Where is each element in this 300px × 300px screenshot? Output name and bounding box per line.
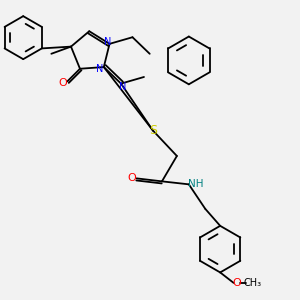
Text: NH: NH xyxy=(188,179,203,189)
Text: O: O xyxy=(128,173,136,183)
Text: N: N xyxy=(119,82,126,92)
Text: N: N xyxy=(96,64,103,74)
Text: CH₃: CH₃ xyxy=(244,278,262,288)
Text: O: O xyxy=(233,278,242,288)
Text: O: O xyxy=(58,78,67,88)
Text: N: N xyxy=(104,37,112,47)
Text: S: S xyxy=(149,124,157,137)
